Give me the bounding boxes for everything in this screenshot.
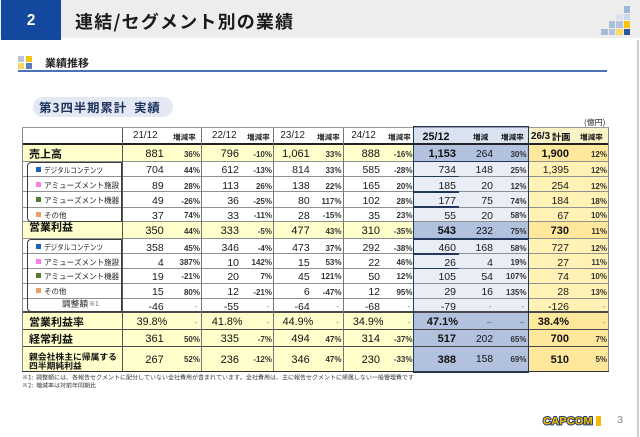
svg-text:CAPCOM: CAPCOM	[543, 416, 593, 428]
